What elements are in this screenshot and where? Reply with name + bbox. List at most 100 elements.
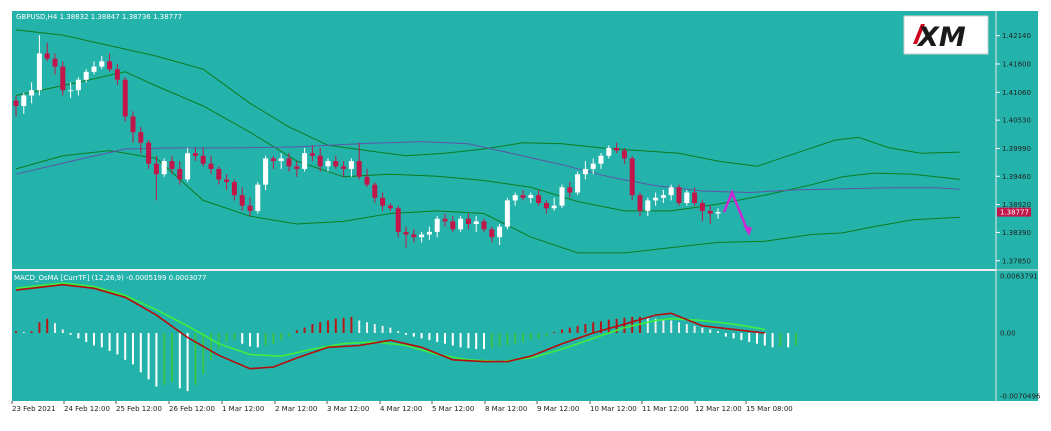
logo-text: XM <box>916 22 966 53</box>
time-axis-label: 11 Mar 12:00 <box>642 405 689 413</box>
candle-body <box>458 218 464 230</box>
candle-body <box>434 218 440 232</box>
candle-body <box>715 211 721 214</box>
histogram-bar <box>210 333 212 360</box>
histogram-bar <box>756 333 758 344</box>
histogram-bar <box>732 333 735 339</box>
candle-body <box>83 71 89 80</box>
candle-body <box>676 187 682 204</box>
time-axis-label: 2 Mar 12:00 <box>275 405 317 413</box>
time-axis-label: 1 Mar 12:00 <box>222 405 264 413</box>
histogram-bar <box>116 333 119 355</box>
histogram-bar <box>256 333 259 348</box>
histogram-bar <box>592 322 595 334</box>
histogram-bar <box>662 319 665 334</box>
price-axis-label: 1.38920 <box>1002 201 1031 209</box>
histogram-bar <box>529 333 532 341</box>
time-axis-label: 26 Feb 12:00 <box>169 405 215 413</box>
candle-body <box>598 155 604 164</box>
time-axis-label: 12 Mar 12:00 <box>695 405 742 413</box>
histogram-bar <box>373 324 376 334</box>
histogram-bar <box>693 325 696 334</box>
candle-body <box>107 61 113 70</box>
histogram-bar <box>77 333 80 339</box>
candle-body <box>489 229 495 238</box>
time-axis: 23 Feb 2021 24 Feb 12:00 25 Feb 12:00 26 Fe… <box>11 401 793 413</box>
candle-body <box>504 200 510 227</box>
histogram-bar <box>295 330 298 334</box>
histogram-bar <box>194 333 197 385</box>
candle-body <box>255 184 261 211</box>
signal-line <box>15 282 765 363</box>
time-axis-label: 3 Mar 12:00 <box>327 405 369 413</box>
histogram-bar <box>85 333 88 342</box>
histogram-bar <box>132 333 134 365</box>
histogram-bar <box>249 333 251 347</box>
histogram-bar <box>264 333 267 346</box>
candle-body <box>68 90 74 92</box>
candle-body <box>161 161 167 175</box>
histogram-bar <box>475 333 478 350</box>
candle-body <box>364 176 370 185</box>
histogram-bar <box>311 324 314 334</box>
time-axis-label: 23 Feb 2021 <box>12 405 56 413</box>
time-axis-label: 5 Mar 12:00 <box>432 405 474 413</box>
histogram-bar <box>740 333 743 341</box>
candle-body <box>75 79 81 91</box>
histogram-bar <box>397 331 400 334</box>
histogram-bar <box>69 333 72 335</box>
histogram-bar <box>366 322 368 334</box>
histogram-bar <box>467 333 470 349</box>
histogram-bar <box>108 333 111 351</box>
histogram-bar <box>100 333 103 348</box>
forecast-arrow <box>722 189 752 236</box>
candle-body <box>200 155 206 164</box>
time-axis-label: 10 Mar 12:00 <box>590 405 637 413</box>
candle-body <box>247 205 253 211</box>
candle-body <box>99 61 105 67</box>
price-axis-label: 1.39990 <box>1002 145 1031 153</box>
candle-body <box>29 90 35 96</box>
histogram-bar <box>763 333 766 346</box>
histogram-bar <box>342 317 345 334</box>
candle-body <box>239 195 245 206</box>
histogram-bar <box>639 316 641 334</box>
candle-body <box>684 192 690 204</box>
histogram-bar <box>748 333 751 342</box>
candle-body <box>286 158 292 167</box>
histogram-bar <box>233 333 236 341</box>
xm-logo: XM <box>903 15 989 55</box>
indicator-panel-title: MACD_OsMA [CurrTF] (12,26,9) -0.0005199 … <box>14 274 207 282</box>
histogram-bar <box>779 333 782 347</box>
histogram-bar <box>459 333 462 348</box>
histogram-bar <box>303 327 306 334</box>
histogram-bar <box>405 333 407 335</box>
bollinger-upper-line <box>15 29 960 167</box>
indicator-panel[interactable] <box>12 271 996 401</box>
histogram-bar <box>561 329 563 334</box>
candlesticks <box>13 35 721 248</box>
histogram-bar <box>155 333 158 387</box>
time-axis-label: 25 Feb 12:00 <box>116 405 162 413</box>
histogram-bar <box>124 333 127 360</box>
candle-body <box>403 231 409 235</box>
price-panel[interactable] <box>12 11 996 269</box>
candle-body <box>317 155 323 167</box>
candle-body <box>614 147 620 151</box>
histogram-bar <box>358 320 361 334</box>
candle-body <box>169 161 175 169</box>
candle-body <box>551 205 557 209</box>
histogram-bar <box>38 322 41 334</box>
arrow-head-icon <box>743 224 752 236</box>
histogram-bar <box>186 333 189 392</box>
histogram-bar <box>607 319 610 334</box>
candle-body <box>380 197 386 206</box>
candle-body <box>465 218 471 225</box>
candle-body <box>450 221 456 230</box>
histogram-bar <box>724 333 727 337</box>
candle-body <box>660 195 666 198</box>
candle-body <box>629 158 635 196</box>
histogram-bar <box>428 333 431 341</box>
